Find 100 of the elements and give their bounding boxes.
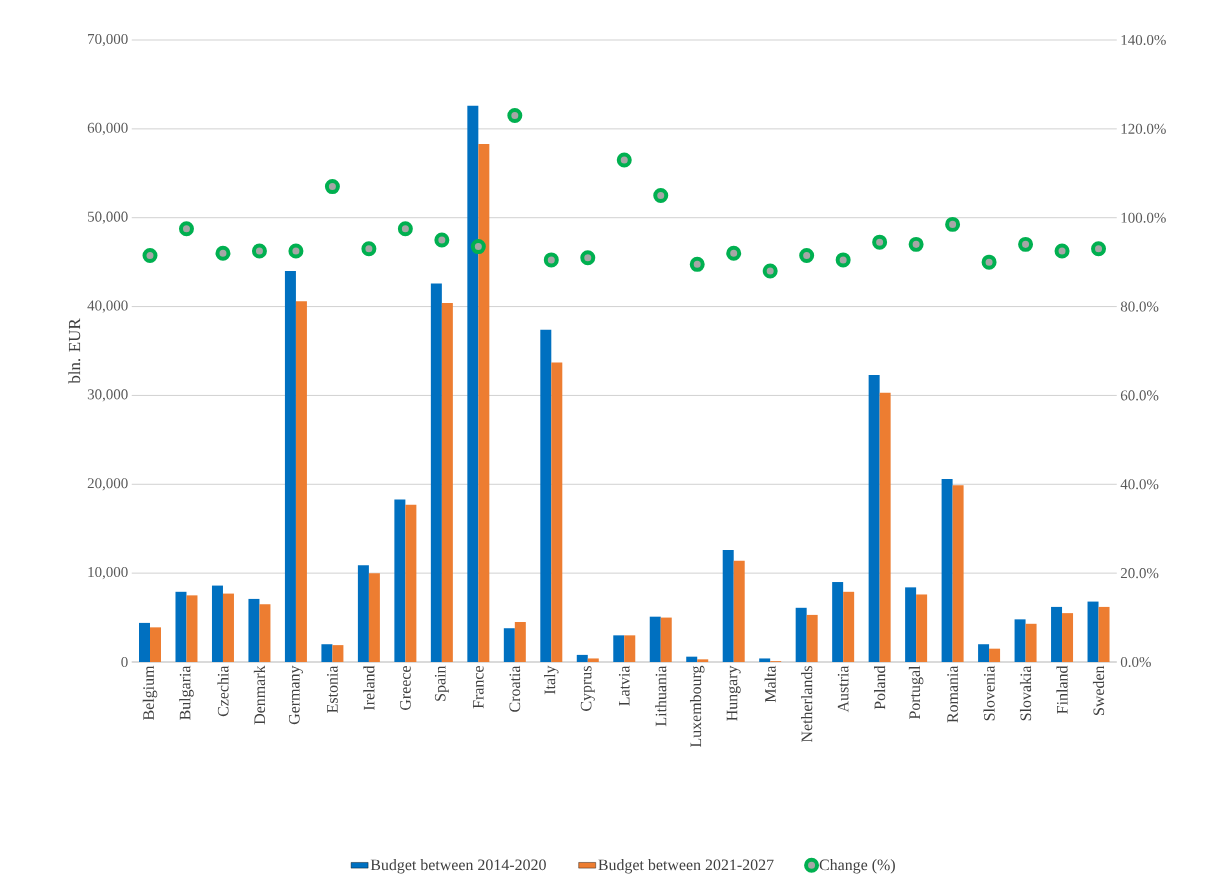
bar [613, 635, 625, 662]
legend-label: Budget between 2014-2020 [370, 859, 546, 874]
y-tick-label: 60,000 [87, 122, 128, 135]
bar [1014, 619, 1026, 662]
x-tick-label: France [473, 666, 484, 709]
bar [139, 622, 150, 662]
bar [222, 593, 234, 662]
x-tick-label: Austria [837, 665, 849, 713]
point [397, 221, 413, 237]
point [142, 247, 158, 263]
bar [733, 560, 745, 662]
bar [150, 627, 161, 662]
bar [916, 594, 928, 662]
x-tick-label: Spain [434, 665, 449, 701]
point [945, 216, 961, 232]
point [543, 252, 559, 268]
y2-tick-label: 60.0% [1120, 390, 1159, 401]
point [653, 188, 669, 203]
point [288, 243, 304, 259]
x-tick-label: Estonia [327, 665, 338, 713]
point [726, 245, 742, 261]
point [1018, 236, 1034, 252]
x-tick-label: Germany [288, 665, 303, 725]
y2-tick-label: 120.0% [1121, 123, 1166, 134]
bar [879, 392, 891, 662]
point [580, 250, 596, 266]
bar [843, 591, 855, 662]
y-tick-label: 70,000 [88, 33, 128, 47]
bar [540, 329, 552, 662]
bar [368, 573, 380, 662]
point [908, 236, 924, 252]
x-tick-label: Denmark [253, 665, 266, 725]
y-tick-label: 10,000 [88, 567, 128, 580]
point [324, 179, 340, 195]
bar [576, 654, 588, 662]
x-tick-label: Netherlands [801, 666, 813, 743]
bar [1062, 613, 1074, 662]
bar [795, 607, 807, 662]
bar [284, 271, 296, 662]
x-tick-label: Portugal [908, 665, 924, 720]
bar [405, 504, 417, 662]
legend-label: Budget between 2021-2027 [598, 859, 774, 874]
x-tick-label: Greece [400, 666, 411, 710]
x-tick-label: Ireland [363, 665, 375, 711]
bar [503, 628, 515, 662]
bar [941, 478, 953, 662]
bar [832, 582, 844, 662]
x-tick-label: Italy [544, 665, 559, 695]
x-tick-label: Hungary [726, 665, 741, 721]
point [616, 152, 632, 168]
legend-label: Change (%) [819, 859, 895, 874]
point [799, 247, 815, 263]
bar [1025, 623, 1037, 662]
bar [394, 499, 406, 662]
bar [868, 374, 880, 662]
y2-tick-label: 80.0% [1120, 301, 1159, 312]
bar [905, 587, 917, 662]
x-tick-label: Finland [1056, 665, 1068, 714]
x-tick-label: Czechia [217, 665, 229, 717]
point [1054, 243, 1070, 259]
bar [186, 595, 198, 662]
bar [989, 648, 1001, 662]
y-tick-label: 40,000 [87, 300, 128, 313]
bar [332, 645, 344, 662]
bar [978, 644, 990, 662]
bar [722, 550, 734, 662]
x-tick-label: Bulgaria [179, 665, 194, 720]
bar [649, 616, 661, 662]
x-tick-label: Slovakia [1019, 665, 1032, 721]
bar [248, 598, 260, 662]
x-tick-label: Romania [947, 665, 958, 723]
bar [660, 617, 672, 662]
y2-tick-label: 20.0% [1120, 568, 1159, 579]
y-tick-label: 20,000 [87, 478, 128, 491]
bar [551, 362, 563, 662]
point [689, 256, 705, 272]
x-tick-label: Cyprus [580, 666, 595, 711]
bar [587, 658, 599, 662]
point [507, 108, 523, 124]
bar [211, 585, 223, 662]
bar [321, 644, 333, 662]
y-axis-title: bln. EUR [68, 318, 81, 384]
y2-tick-label: 40.0% [1120, 479, 1159, 490]
point [434, 232, 450, 248]
bar [175, 591, 187, 662]
x-tick-label: Croatia [509, 665, 521, 712]
bar [624, 635, 636, 662]
x-tick-label: Luxembourg [689, 665, 705, 748]
bar [441, 303, 453, 662]
point [981, 254, 997, 270]
point [215, 245, 231, 261]
x-tick-label: Malta [764, 665, 776, 703]
y2-tick-label: 100.0% [1121, 212, 1166, 223]
y2-tick-label: 0.0% [1120, 656, 1151, 668]
bar [1087, 601, 1099, 662]
point [470, 239, 486, 255]
bar [357, 565, 369, 662]
point [361, 241, 377, 257]
point [762, 263, 778, 279]
bar [1098, 606, 1110, 662]
